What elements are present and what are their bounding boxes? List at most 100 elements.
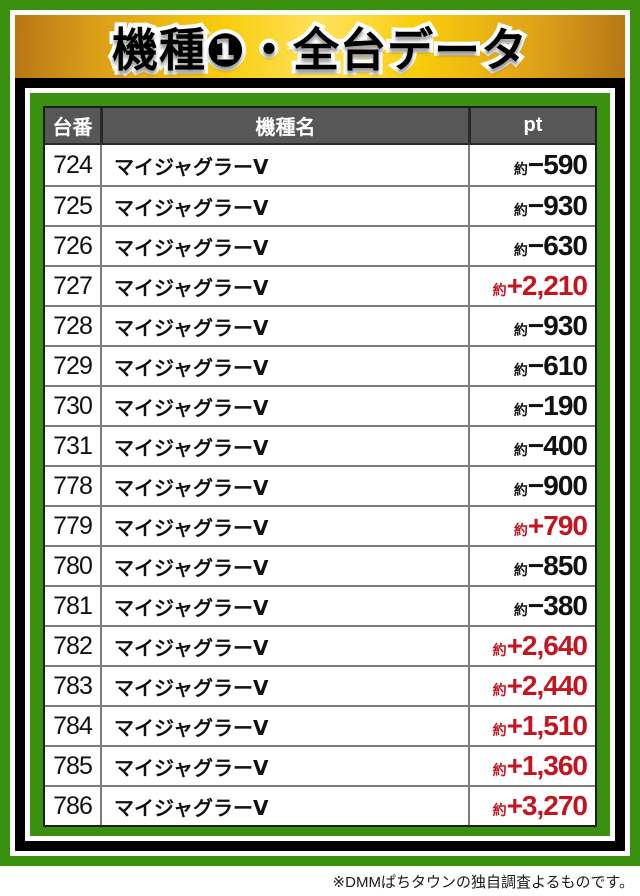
approx-prefix: 約	[513, 202, 528, 218]
pt-value: 約−850	[468, 545, 595, 585]
pt-value: 約−900	[468, 465, 595, 505]
col-header-machine-number: 台番	[45, 108, 100, 145]
approx-prefix: 約	[513, 442, 528, 458]
pt-value: 約−590	[468, 145, 595, 185]
pt-value: 約+1,360	[468, 745, 595, 785]
pt-value: 約−190	[468, 385, 595, 425]
table-row: 726 マイジャグラーⅤ 約−630	[45, 225, 595, 265]
machine-number: 781	[45, 585, 100, 625]
machine-data-table: 台番 機種名 pt 724 マイジャグラーⅤ 約−590 725 マイジャグラーⅤ 約−9…	[43, 106, 597, 827]
approx-prefix: 約	[492, 682, 507, 698]
pt-value: 約+2,640	[468, 625, 595, 665]
machine-number: 726	[45, 225, 100, 265]
pt-value: 約+790	[468, 505, 595, 545]
pt-number: −400	[527, 430, 588, 461]
panel-green-frame: 台番 機種名 pt 724 マイジャグラーⅤ 約−590 725 マイジャグラーⅤ 約−9…	[30, 93, 610, 836]
table-body: 724 マイジャグラーⅤ 約−590 725 マイジャグラーⅤ 約−930 726 マイジャグ…	[45, 145, 595, 825]
col-header-machine-name: 機種名	[100, 108, 468, 145]
table-row: 731 マイジャグラーⅤ 約−400	[45, 425, 595, 465]
table-row: 786 マイジャグラーⅤ 約+3,270	[45, 785, 595, 825]
pt-value: 約−630	[468, 225, 595, 265]
pt-number: +2,440	[506, 670, 588, 701]
table-row: 730 マイジャグラーⅤ 約−190	[45, 385, 595, 425]
machine-name: マイジャグラーⅤ	[100, 265, 468, 305]
machine-number: 728	[45, 305, 100, 345]
approx-prefix: 約	[492, 802, 507, 818]
table-row: 782 マイジャグラーⅤ 約+2,640	[45, 625, 595, 665]
table-row: 725 マイジャグラーⅤ 約−930	[45, 185, 595, 225]
machine-number: 724	[45, 145, 100, 185]
pt-value: 約−930	[468, 305, 595, 345]
machine-name: マイジャグラーⅤ	[100, 345, 468, 385]
machine-name: マイジャグラーⅤ	[100, 465, 468, 505]
pt-number: −930	[527, 190, 588, 221]
machine-number: 785	[45, 745, 100, 785]
pt-number: +2,640	[506, 630, 588, 661]
data-card: 機種❶・全台データ 台番 機種名 pt 724 マイジャグラーⅤ 約−590 725 マ…	[0, 0, 640, 866]
machine-number: 731	[45, 425, 100, 465]
pt-value: 約−380	[468, 585, 595, 625]
machine-name: マイジャグラーⅤ	[100, 385, 468, 425]
pt-value: 約+3,270	[468, 785, 595, 825]
table-row: 729 マイジャグラーⅤ 約−610	[45, 345, 595, 385]
machine-name: マイジャグラーⅤ	[100, 185, 468, 225]
table-row: 783 マイジャグラーⅤ 約+2,440	[45, 665, 595, 705]
pt-value: 約−930	[468, 185, 595, 225]
pt-number: −850	[527, 550, 588, 581]
pt-number: +1,360	[506, 750, 588, 781]
approx-prefix: 約	[492, 722, 507, 738]
machine-number: 779	[45, 505, 100, 545]
machine-name: マイジャグラーⅤ	[100, 425, 468, 465]
machine-number: 784	[45, 705, 100, 745]
pt-number: −900	[527, 470, 588, 501]
pt-value: 約+2,210	[468, 265, 595, 305]
pt-number: +3,270	[506, 790, 588, 821]
machine-number: 725	[45, 185, 100, 225]
table-row: 780 マイジャグラーⅤ 約−850	[45, 545, 595, 585]
table-row: 784 マイジャグラーⅤ 約+1,510	[45, 705, 595, 745]
approx-prefix: 約	[492, 282, 507, 298]
pt-value: 約−400	[468, 425, 595, 465]
approx-prefix: 約	[513, 242, 528, 258]
approx-prefix: 約	[513, 602, 528, 618]
title-banner: 機種❶・全台データ	[15, 15, 625, 80]
table-panel: 台番 機種名 pt 724 マイジャグラーⅤ 約−590 725 マイジャグラーⅤ 約−9…	[15, 78, 625, 851]
pt-number: −930	[527, 310, 588, 341]
approx-prefix: 約	[513, 562, 528, 578]
machine-number: 780	[45, 545, 100, 585]
pt-number: −590	[527, 149, 588, 180]
machine-name: マイジャグラーⅤ	[100, 665, 468, 705]
approx-prefix: 約	[513, 362, 528, 378]
machine-name: マイジャグラーⅤ	[100, 545, 468, 585]
table-row: 781 マイジャグラーⅤ 約−380	[45, 585, 595, 625]
machine-name: マイジャグラーⅤ	[100, 305, 468, 345]
pt-number: +790	[527, 510, 588, 541]
page-title: 機種❶・全台データ	[108, 20, 531, 80]
machine-number: 783	[45, 665, 100, 705]
footnote: ※DMMぱちタウンの独自調査よるものです。	[332, 873, 634, 891]
table-row: 728 マイジャグラーⅤ 約−930	[45, 305, 595, 345]
table-header-row: 台番 機種名 pt	[45, 108, 595, 145]
pt-number: −630	[527, 230, 588, 261]
approx-prefix: 約	[513, 522, 528, 538]
machine-number: 729	[45, 345, 100, 385]
table-row: 785 マイジャグラーⅤ 約+1,360	[45, 745, 595, 785]
pt-number: +1,510	[506, 710, 588, 741]
pt-value: 約+2,440	[468, 665, 595, 705]
pt-value: 約+1,510	[468, 705, 595, 745]
machine-name: マイジャグラーⅤ	[100, 705, 468, 745]
pt-number: −610	[527, 350, 588, 381]
table-row: 779 マイジャグラーⅤ 約+790	[45, 505, 595, 545]
pt-number: −190	[527, 390, 588, 421]
machine-number: 782	[45, 625, 100, 665]
approx-prefix: 約	[513, 482, 528, 498]
approx-prefix: 約	[513, 402, 528, 418]
approx-prefix: 約	[513, 161, 528, 177]
table-row: 724 マイジャグラーⅤ 約−590	[45, 145, 595, 185]
approx-prefix: 約	[513, 322, 528, 338]
col-header-pt: pt	[468, 108, 595, 145]
machine-number: 727	[45, 265, 100, 305]
machine-number: 730	[45, 385, 100, 425]
table-row: 778 マイジャグラーⅤ 約−900	[45, 465, 595, 505]
pt-value: 約−610	[468, 345, 595, 385]
